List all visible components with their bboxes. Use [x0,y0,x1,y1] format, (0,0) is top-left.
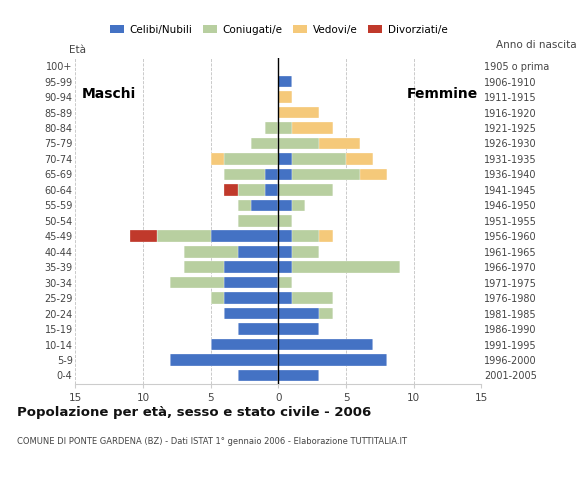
Bar [292,230,319,242]
Bar [224,168,265,180]
Bar [292,122,332,134]
Text: COMUNE DI PONTE GARDENA (BZ) - Dati ISTAT 1° gennaio 2006 - Elaborazione TUTTITA: COMUNE DI PONTE GARDENA (BZ) - Dati ISTA… [17,437,407,446]
Bar [211,292,224,304]
Bar [278,277,292,288]
Bar [238,200,251,211]
Bar [278,292,292,304]
Bar [170,354,278,366]
Bar [224,262,278,273]
Bar [129,230,157,242]
Bar [278,215,292,227]
Text: Femmine: Femmine [407,87,478,101]
Bar [319,230,332,242]
Bar [292,292,332,304]
Text: Popolazione per età, sesso e stato civile - 2006: Popolazione per età, sesso e stato civil… [17,406,372,419]
Bar [170,277,224,288]
Bar [278,324,319,335]
Bar [278,76,292,87]
Bar [292,153,346,165]
Bar [278,339,373,350]
Bar [265,168,278,180]
Bar [238,215,278,227]
Bar [211,339,278,350]
Bar [224,153,278,165]
Bar [292,246,319,258]
Bar [157,230,211,242]
Bar [238,246,278,258]
Bar [278,91,292,103]
Bar [224,292,278,304]
Bar [238,324,278,335]
Bar [292,200,306,211]
Bar [278,354,387,366]
Bar [278,370,319,381]
Bar [319,138,360,149]
Text: Maschi: Maschi [82,87,136,101]
Bar [278,153,292,165]
Bar [211,153,224,165]
Bar [211,230,278,242]
Bar [278,168,292,180]
Bar [224,184,238,196]
Bar [238,184,265,196]
Bar [278,184,332,196]
Bar [292,262,400,273]
Bar [184,246,238,258]
Bar [346,153,373,165]
Bar [319,308,332,319]
Bar [238,370,278,381]
Bar [360,168,387,180]
Bar [265,184,278,196]
Bar [278,262,292,273]
Text: Anno di nascita: Anno di nascita [496,40,577,50]
Bar [224,308,278,319]
Legend: Celibi/Nubili, Coniugati/e, Vedovi/e, Divorziati/e: Celibi/Nubili, Coniugati/e, Vedovi/e, Di… [106,20,451,39]
Bar [278,200,292,211]
Bar [278,107,319,118]
Bar [278,122,292,134]
Bar [278,138,319,149]
Bar [184,262,224,273]
Bar [278,308,319,319]
Bar [251,200,278,211]
Text: Età: Età [68,45,86,55]
Bar [278,230,292,242]
Bar [278,246,292,258]
Bar [265,122,278,134]
Bar [251,138,278,149]
Bar [224,277,278,288]
Bar [292,168,360,180]
